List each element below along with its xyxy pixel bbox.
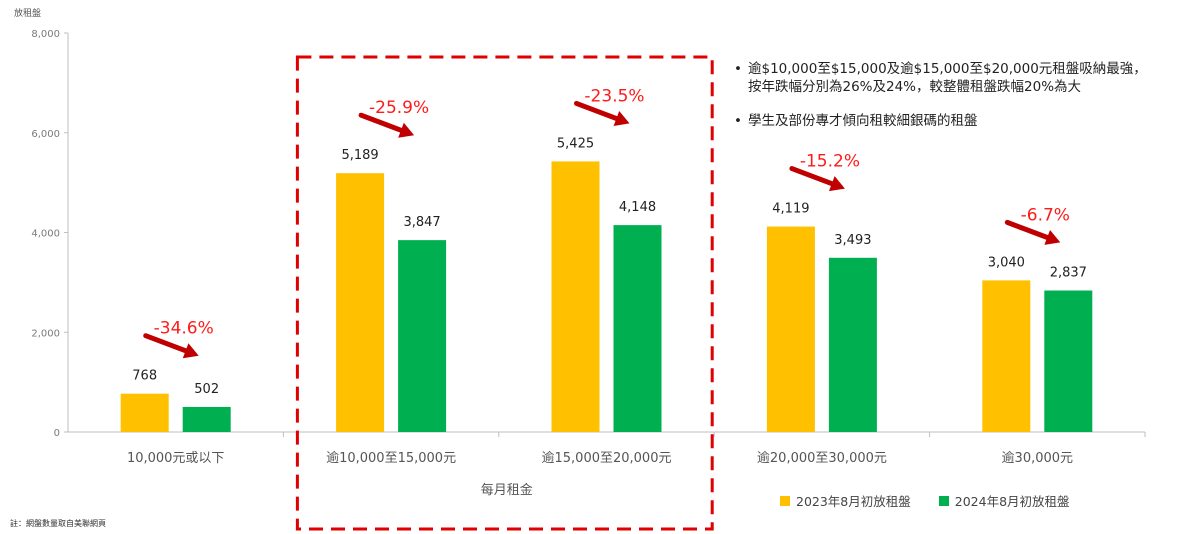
- value-label-2024: 502: [194, 382, 219, 397]
- decline-arrow: [143, 333, 194, 356]
- value-label-2023: 5,425: [557, 136, 594, 151]
- bars-group: [120, 161, 1093, 433]
- y-axis: 0 2,000 4,000 6,000 8,000: [31, 29, 1146, 439]
- decline-arrow: [789, 166, 840, 189]
- category-label: 逾20,000至30,000元: [757, 451, 887, 466]
- category-label: 逾15,000至20,000元: [542, 451, 672, 466]
- bar-2023: [982, 280, 1031, 432]
- bar-2023: [336, 173, 385, 433]
- percent-change-label: -25.9%: [369, 98, 429, 118]
- highlight-box: [295, 55, 714, 531]
- note-item: • 學生及部份專才傾向租較細銀碼的租盤: [734, 112, 1154, 130]
- bullet-marker: •: [734, 61, 742, 77]
- legend-item-2023: 2023年8月初放租盤: [780, 491, 911, 510]
- x-axis-title: 每月租金: [481, 482, 533, 498]
- decline-arrow-head: [828, 176, 845, 192]
- value-label-2023: 768: [132, 369, 157, 384]
- legend-item-2024: 2024年8月初放租盤: [938, 491, 1070, 510]
- percent-change-label: -15.2%: [800, 152, 860, 172]
- bar-2024: [182, 406, 231, 432]
- legend-swatch: [938, 495, 949, 506]
- decline-arrow: [358, 112, 409, 135]
- category-label: 逾10,000至15,000元: [326, 451, 456, 466]
- decline-arrow-head: [1044, 229, 1061, 245]
- value-label-2024: 2,837: [1050, 266, 1087, 281]
- decline-arrow-head: [613, 111, 630, 126]
- bar-2024: [398, 240, 447, 432]
- y-tick-label: 4,000: [31, 229, 60, 240]
- value-label-2024: 4,148: [619, 200, 656, 215]
- bar-2023: [551, 161, 600, 432]
- note-text: 逾$10,000至$15,000及逾$15,000至$20,000元租盤吸納最強…: [748, 61, 1147, 95]
- category-label: 逾30,000元: [1002, 451, 1074, 466]
- note-item: • 逾$10,000至$15,000及逾$15,000至$20,000元租盤吸納…: [734, 60, 1154, 96]
- decline-arrow-head: [398, 122, 415, 138]
- category-label: 10,000元或以下: [127, 451, 225, 466]
- percent-change-label: -23.5%: [584, 86, 644, 106]
- percent-change-label: -34.6%: [154, 319, 214, 339]
- percent-change-labels-group: -34.6% -25.9% -23.5% -15.2% -6.7%: [154, 86, 1070, 338]
- y-tick-label: 2,000: [31, 328, 60, 339]
- notes-panel: • 逾$10,000至$15,000及逾$15,000至$20,000元租盤吸納…: [734, 60, 1154, 146]
- value-labels-group: 768 502 5,189 3,847 5,425 4,148 4,119 3,493 3,04…: [132, 136, 1087, 397]
- bar-2024: [613, 225, 662, 432]
- value-label-2024: 3,847: [403, 215, 440, 230]
- legend-swatch: [780, 495, 790, 506]
- y-tick-label: 8,000: [31, 29, 60, 40]
- decline-arrows-group: [143, 100, 1061, 359]
- percent-change-label: -6.7%: [1021, 205, 1070, 225]
- y-tick-label: 0: [54, 428, 60, 439]
- legend: 2023年8月初放租盤 2024年8月初放租盤: [780, 491, 1070, 510]
- y-axis-title: 放租盤: [14, 9, 42, 19]
- legend-label: 2024年8月初放租盤: [954, 494, 1070, 509]
- category-labels-group: 10,000元或以下 逾10,000至15,000元 逾15,000至20,000元…: [127, 451, 1073, 466]
- decline-arrow: [574, 100, 624, 123]
- bar-2024: [828, 257, 877, 432]
- footnote: 註：網盤數量取自美聯網頁: [10, 519, 106, 528]
- note-text: 學生及部份專才傾向租較細銀碼的租盤: [748, 113, 978, 129]
- value-label-2024: 3,493: [834, 233, 871, 248]
- bar-2023: [120, 393, 169, 432]
- legend-label: 2023年8月初放租盤: [796, 494, 911, 509]
- value-label-2023: 5,189: [341, 148, 378, 163]
- value-label-2023: 4,119: [772, 202, 809, 217]
- y-tick-label: 6,000: [31, 129, 60, 140]
- bullet-marker: •: [734, 113, 742, 129]
- bar-2024: [1044, 290, 1093, 432]
- decline-arrow: [1004, 219, 1055, 242]
- decline-arrow-head: [182, 343, 199, 359]
- value-label-2023: 3,040: [988, 255, 1025, 270]
- bar-2023: [766, 226, 815, 432]
